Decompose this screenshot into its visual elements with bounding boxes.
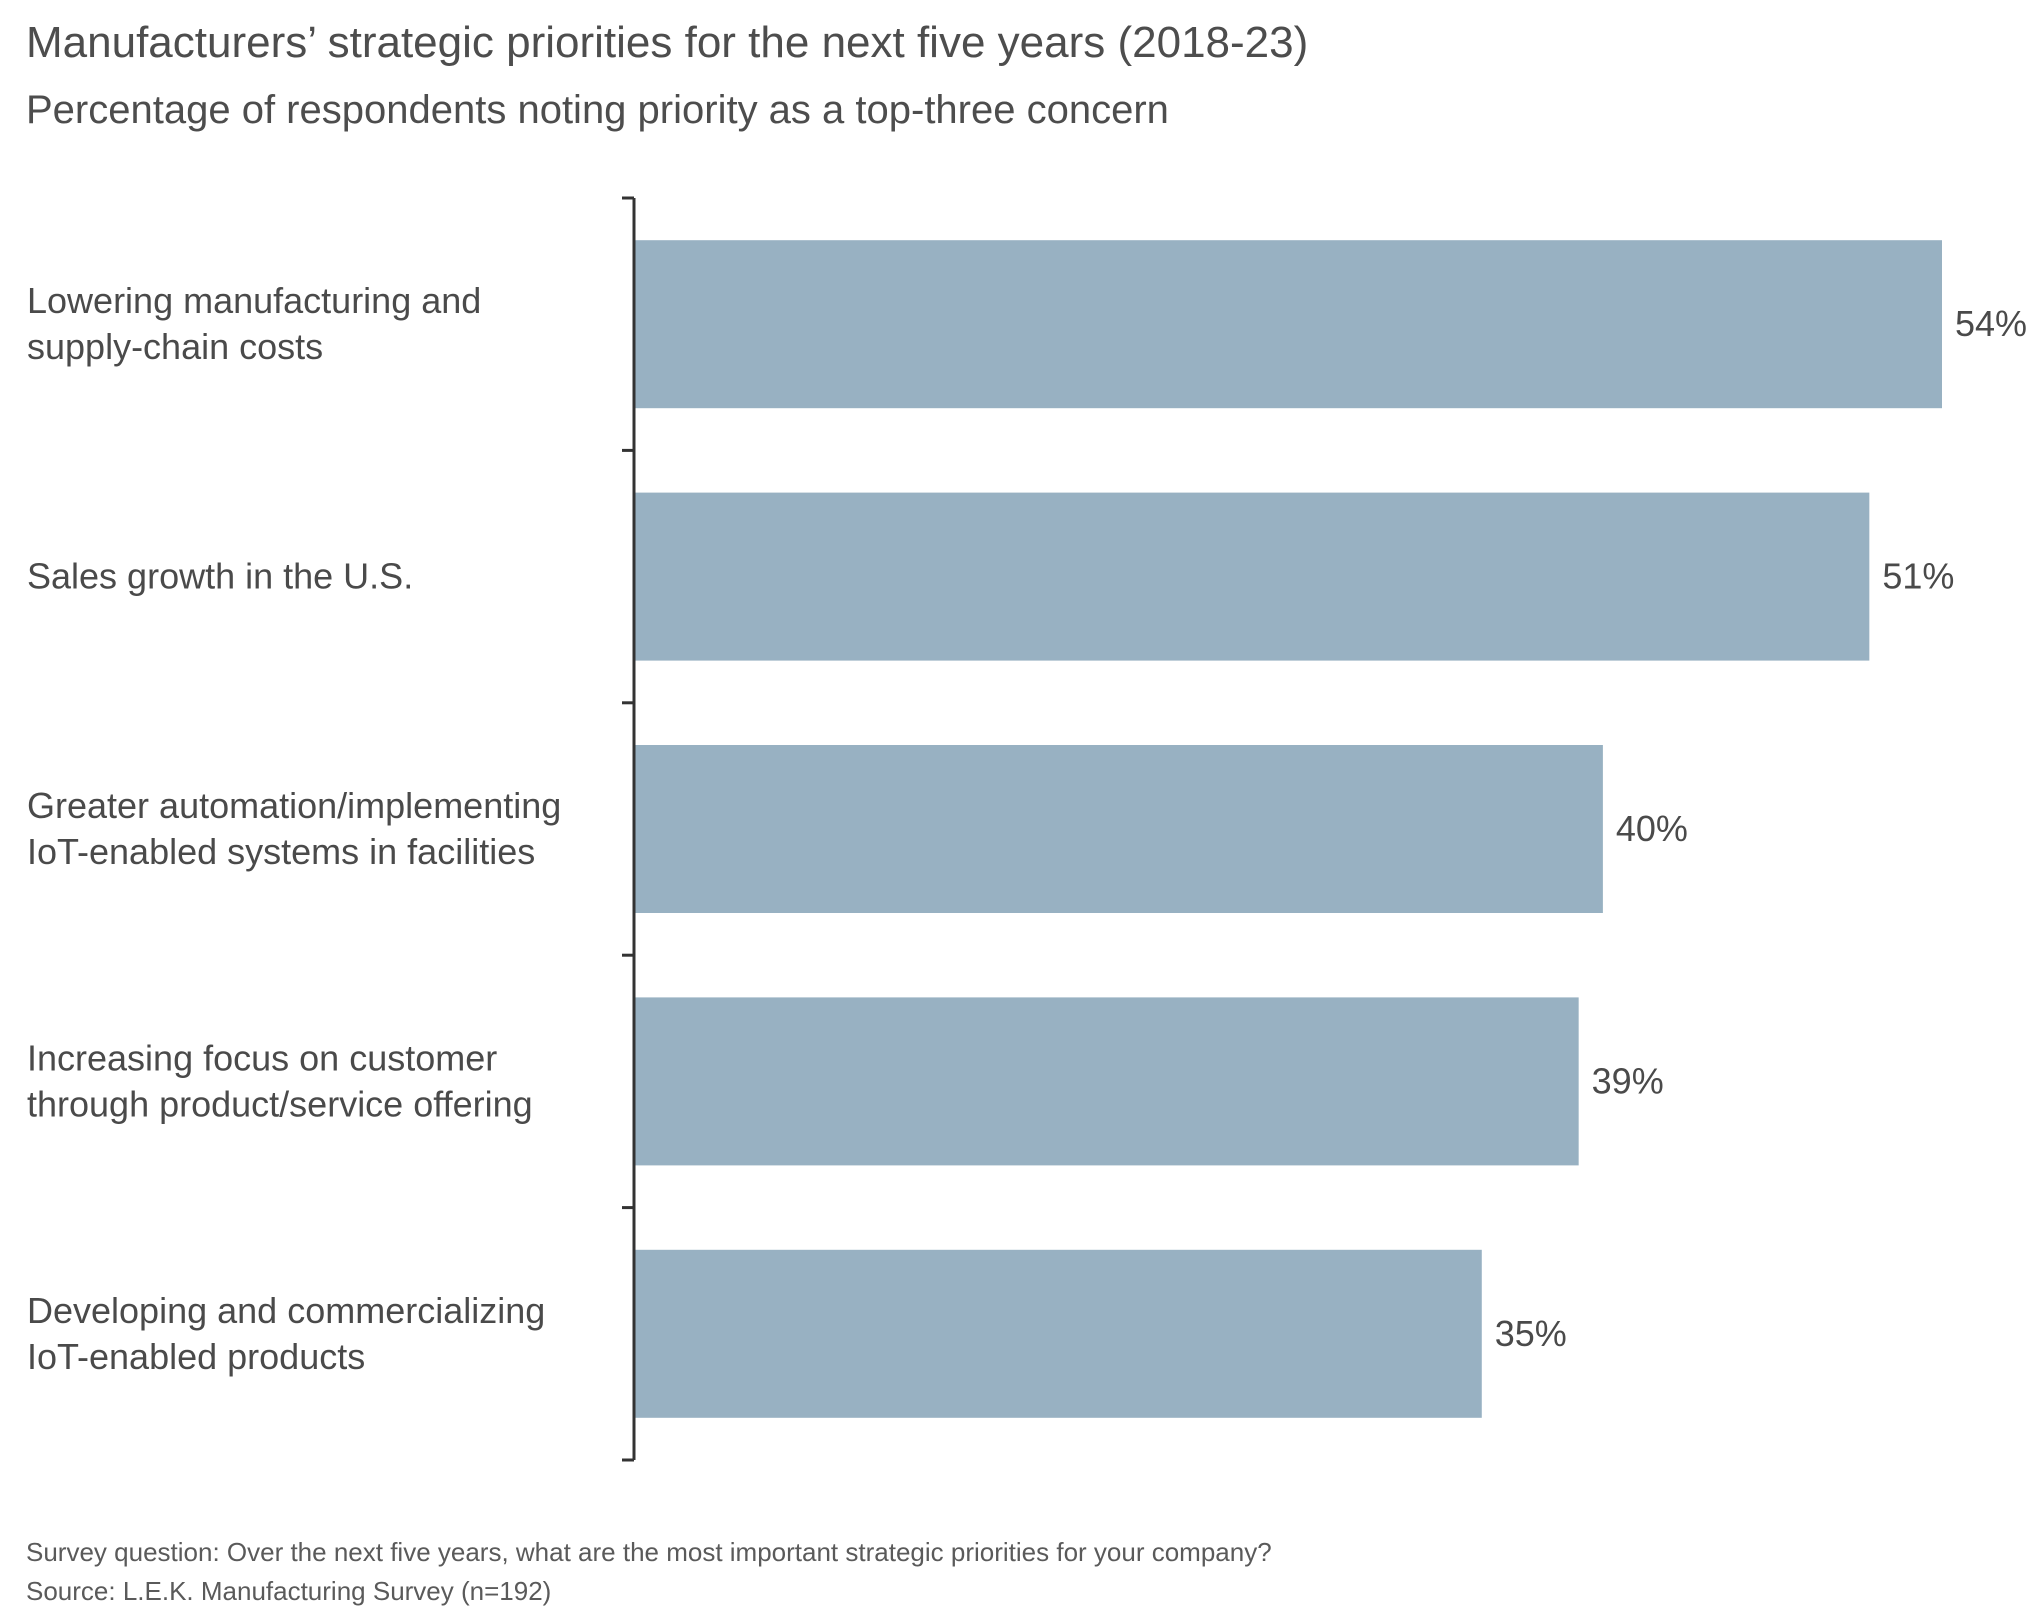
y-axis bbox=[622, 196, 636, 1462]
data-label-1: 54% bbox=[1955, 303, 2027, 344]
bar-1 bbox=[634, 240, 1942, 409]
category-labels-group: Lowering manufacturing and supply-chain c… bbox=[27, 280, 561, 1377]
bars-group bbox=[634, 240, 1942, 1418]
category-label-line: Lowering manufacturing and bbox=[27, 280, 481, 321]
category-label-5: Developing and commercializing IoT-enable… bbox=[27, 1290, 545, 1377]
category-label-line: Sales growth in the U.S. bbox=[27, 556, 413, 597]
category-label-line: IoT-enabled products bbox=[27, 1336, 365, 1377]
bar-4 bbox=[634, 997, 1579, 1166]
category-label-line: Increasing focus on customer bbox=[27, 1037, 497, 1078]
data-label-4: 39% bbox=[1592, 1060, 1664, 1101]
category-label-1: Lowering manufacturing and supply-chain c… bbox=[27, 280, 481, 367]
category-label-4: Increasing focus on customer through prod… bbox=[27, 1037, 533, 1124]
bar-5 bbox=[634, 1249, 1482, 1418]
data-label-3: 40% bbox=[1616, 808, 1688, 849]
data-label-5: 35% bbox=[1495, 1313, 1567, 1354]
value-labels-group: 54% 51% 40% 39% 35% bbox=[1495, 303, 2027, 1354]
data-label-2: 51% bbox=[1882, 556, 1954, 597]
footnote-survey-question: Survey question: Over the next five year… bbox=[26, 1537, 1272, 1567]
category-label-line: through product/service offering bbox=[27, 1083, 533, 1124]
category-label-3: Greater automation/implementing IoT-enabl… bbox=[27, 785, 561, 872]
chart-subtitle: Percentage of respondents noting priorit… bbox=[26, 88, 1169, 132]
category-label-line: supply-chain costs bbox=[27, 326, 323, 367]
category-label-line: Developing and commercializing bbox=[27, 1290, 545, 1331]
category-label-line: Greater automation/implementing bbox=[27, 785, 561, 826]
footnote-source: Source: L.E.K. Manufacturing Survey (n=1… bbox=[26, 1576, 552, 1606]
chart-title: Manufacturers’ strategic priorities for … bbox=[26, 18, 1309, 67]
category-label-line: IoT-enabled systems in facilities bbox=[27, 831, 535, 872]
bar-3 bbox=[634, 745, 1603, 913]
bar-2 bbox=[634, 492, 1870, 661]
category-label-2: Sales growth in the U.S. bbox=[27, 556, 413, 597]
